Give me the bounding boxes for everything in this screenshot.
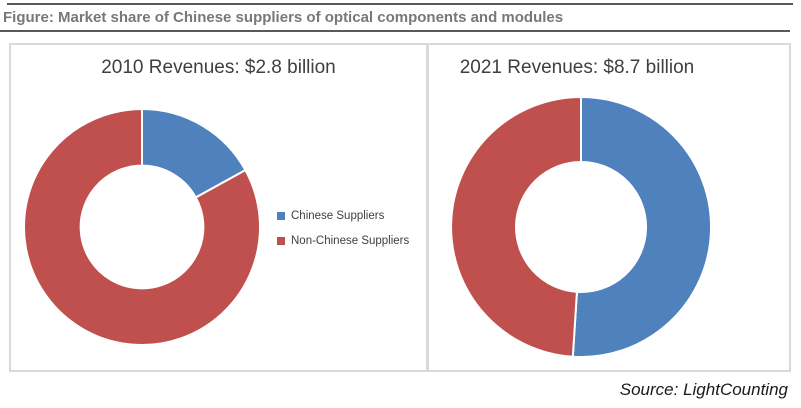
title-bottom-rule bbox=[0, 30, 790, 32]
donut-slice-chinese-suppliers bbox=[571, 95, 712, 358]
donut-slice-non-chinese-suppliers bbox=[450, 95, 582, 358]
legend-label-chinese: Chinese Suppliers bbox=[291, 210, 385, 222]
donut-chart-2021 bbox=[450, 95, 712, 363]
chart-legend: Chinese Suppliers Non-Chinese Suppliers bbox=[277, 205, 409, 255]
legend-swatch-chinese-icon bbox=[277, 212, 285, 220]
source-note: Source: LightCounting bbox=[619, 380, 788, 399]
figure-title: Figure: Market share of Chinese supplier… bbox=[3, 9, 564, 26]
legend-item-non-chinese-suppliers: Non-Chinese Suppliers bbox=[277, 230, 409, 252]
legend-item-chinese-suppliers: Chinese Suppliers bbox=[277, 205, 409, 227]
chart-title-2010: 2010 Revenues: $2.8 billion bbox=[101, 57, 336, 78]
legend-label-non-chinese: Non-Chinese Suppliers bbox=[291, 235, 410, 247]
title-top-rule bbox=[7, 3, 793, 5]
chart-title-2021: 2021 Revenues: $8.7 billion bbox=[459, 57, 695, 78]
donut-slice-non-chinese-suppliers bbox=[23, 107, 261, 346]
donut-chart-2010 bbox=[23, 107, 261, 351]
legend-swatch-non-chinese-icon bbox=[277, 237, 285, 245]
